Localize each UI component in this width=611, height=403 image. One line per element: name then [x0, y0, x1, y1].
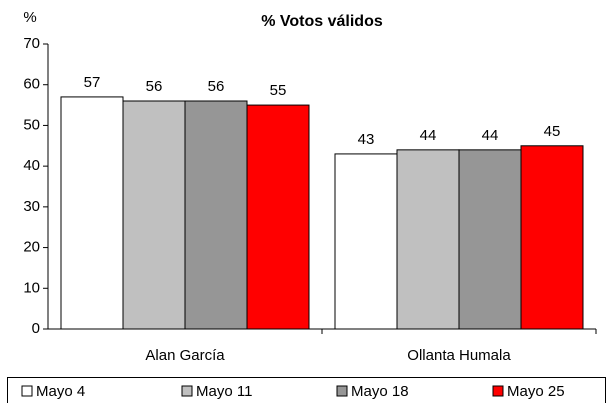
- bar: [246, 104, 310, 330]
- value-label: 57: [84, 74, 101, 91]
- value-label: 56: [208, 78, 225, 95]
- legend-box: [7, 377, 606, 403]
- x-tick-label: Alan García: [145, 347, 225, 364]
- y-tick-label: 70: [23, 35, 40, 52]
- bar: [520, 145, 584, 330]
- bar: [184, 100, 248, 330]
- legend-swatch: [492, 385, 504, 397]
- legend-label: Mayo 25: [507, 383, 565, 400]
- y-axis-label: %: [23, 9, 36, 26]
- value-label: 44: [482, 127, 499, 144]
- bar: [458, 149, 522, 330]
- y-tick-label: 20: [23, 239, 40, 256]
- value-label: 44: [420, 127, 437, 144]
- chart-title: % Votos válidos: [261, 13, 383, 30]
- legend-label: Mayo 18: [351, 383, 409, 400]
- bar: [122, 100, 186, 330]
- bar: [60, 96, 124, 330]
- y-tick-label: 40: [23, 157, 40, 174]
- y-tick-label: 60: [23, 76, 40, 93]
- y-tick-label: 50: [23, 116, 40, 133]
- value-label: 56: [146, 78, 163, 95]
- bar: [334, 153, 398, 330]
- legend-label: Mayo 4: [36, 383, 85, 400]
- x-tick-label: Ollanta Humala: [407, 347, 511, 364]
- legend-label: Mayo 11: [196, 383, 252, 400]
- y-tick-label: 30: [23, 198, 40, 215]
- y-tick-label: 0: [32, 320, 40, 337]
- legend-swatch: [21, 385, 33, 397]
- value-label: 43: [358, 131, 375, 148]
- value-label: 55: [270, 82, 287, 99]
- y-tick-label: 10: [23, 279, 40, 296]
- legend-swatch: [336, 385, 348, 397]
- value-label: 45: [544, 123, 561, 140]
- bar: [396, 149, 460, 330]
- legend-swatch: [181, 385, 193, 397]
